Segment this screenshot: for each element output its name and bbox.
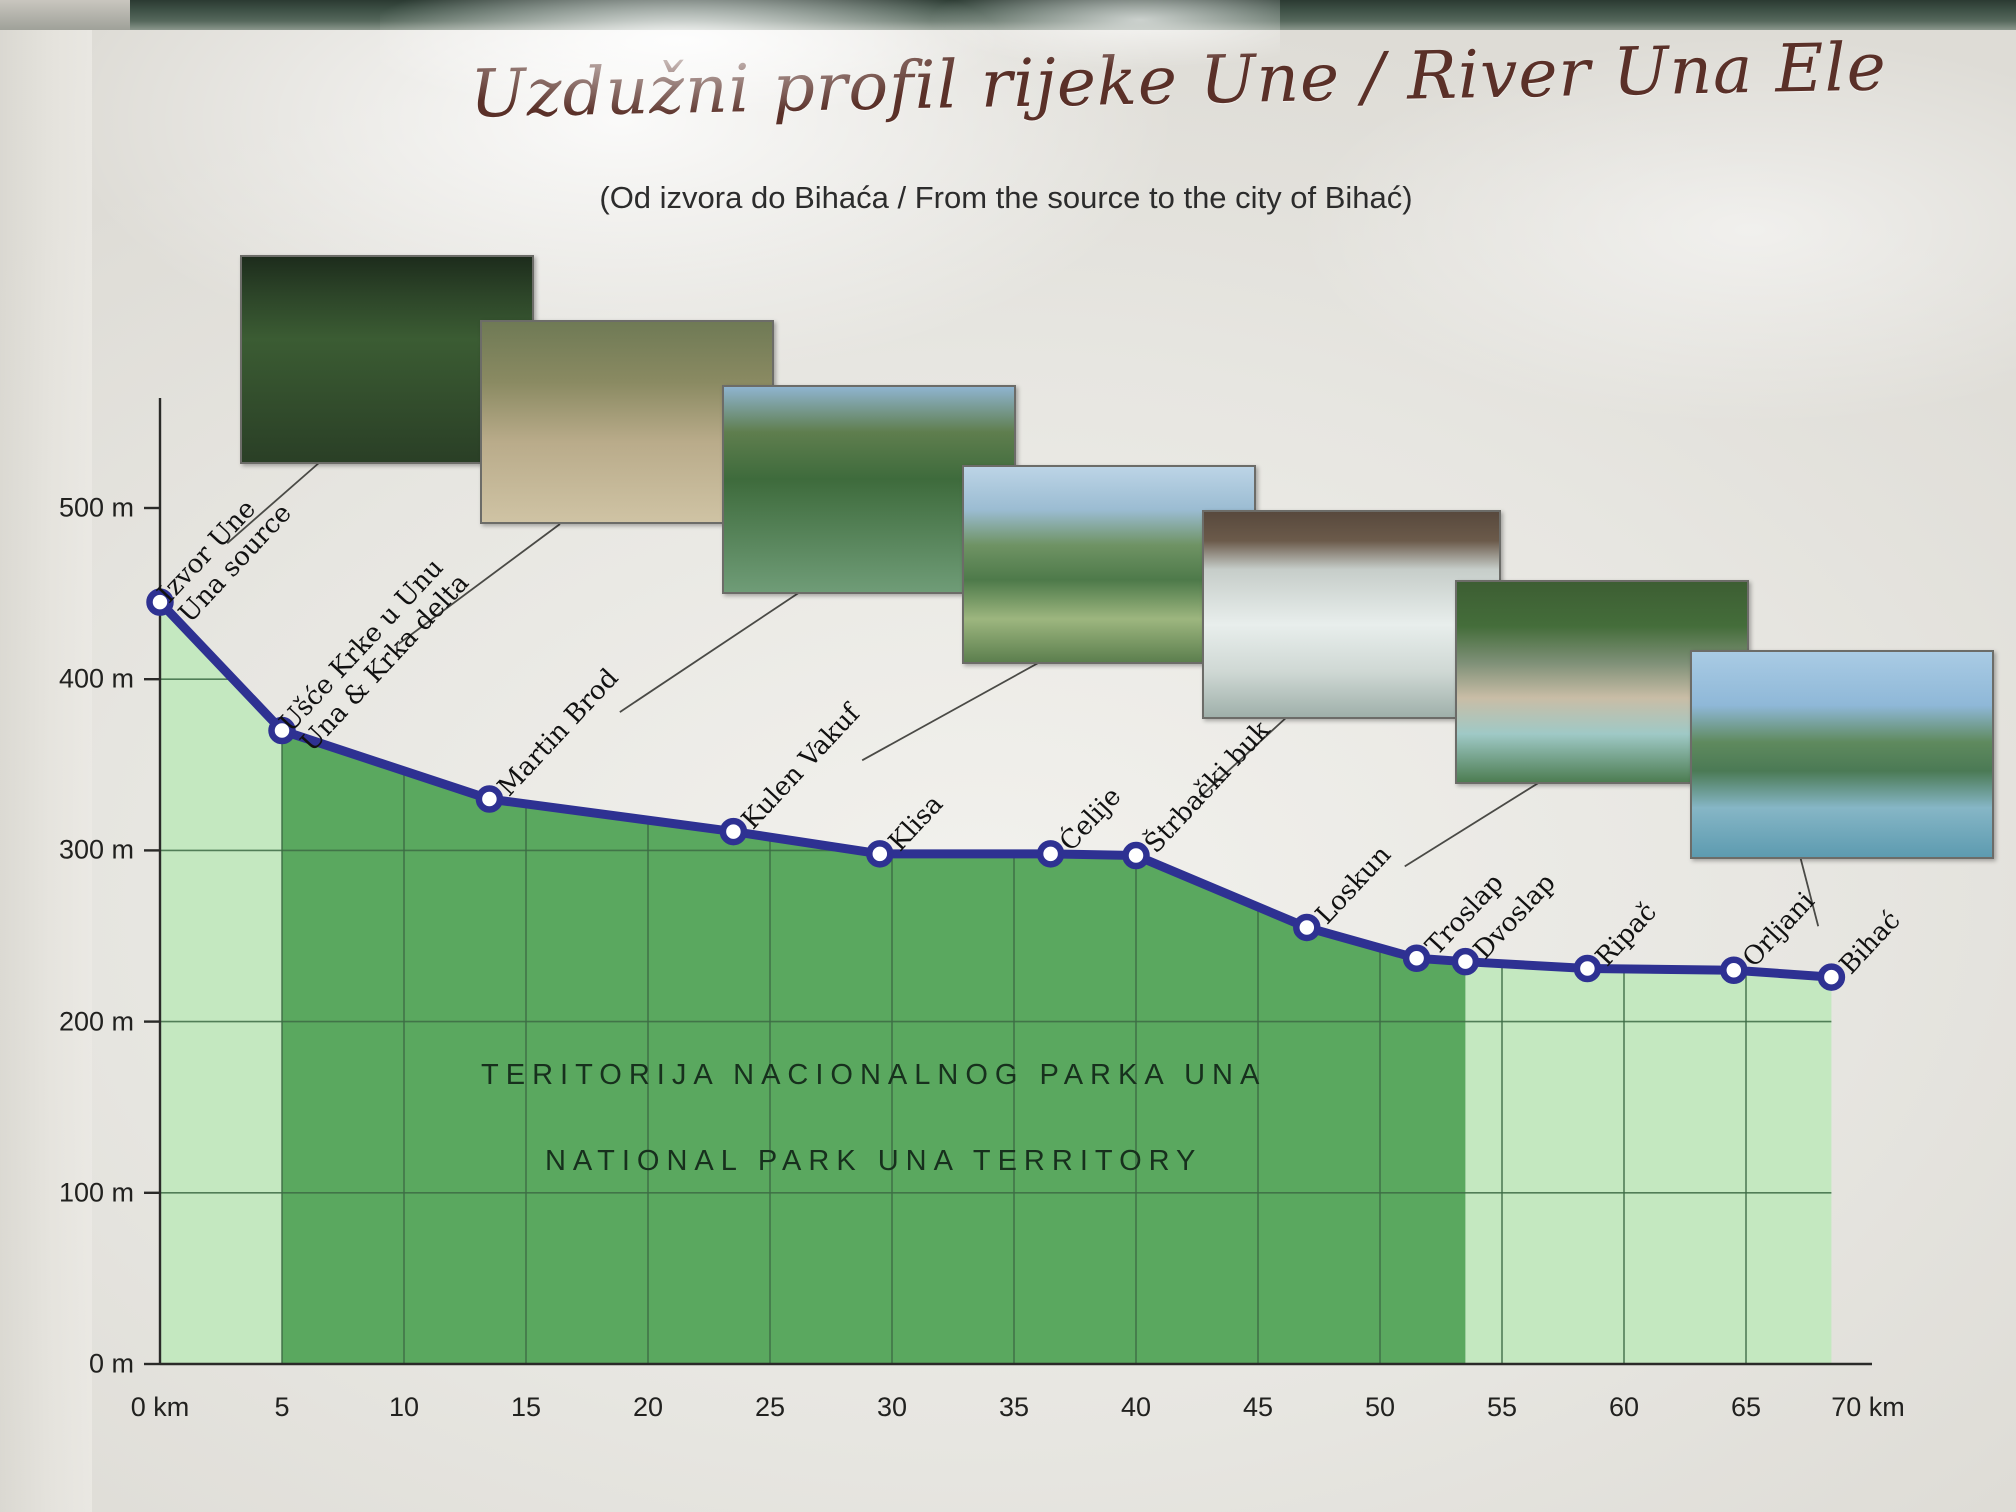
- y-axis-tick: 500 m: [58, 492, 134, 523]
- photo-image: [1692, 652, 1992, 857]
- x-axis-tick: 20: [632, 1392, 664, 1422]
- x-axis-tick: 10: [388, 1392, 420, 1422]
- y-axis-tick: 100 m: [58, 1177, 134, 1208]
- park-territory-label-en: NATIONAL PARK UNA TERRITORY: [544, 1144, 1203, 1177]
- x-axis-tick: 55: [1486, 1392, 1518, 1422]
- x-axis-tick: 15: [510, 1392, 542, 1422]
- photo-image: [1204, 512, 1499, 717]
- x-axis-tick: 70 km: [1831, 1392, 1905, 1422]
- photo-biha: [1690, 650, 1994, 859]
- x-axis-tick: 50: [1364, 1392, 1396, 1422]
- x-axis-tick: 60: [1608, 1392, 1640, 1422]
- y-axis-tick: 0 m: [88, 1348, 134, 1379]
- x-axis-tick: 25: [754, 1392, 786, 1422]
- x-axis-tick: 65: [1730, 1392, 1762, 1422]
- x-axis-tick: 35: [998, 1392, 1030, 1422]
- park-territory-label-bs: TERITORIJA NACIONALNOG PARKA UNA: [481, 1059, 1267, 1092]
- y-axis-tick: 400 m: [58, 663, 134, 694]
- photo-trba-ki-buk: [1202, 510, 1501, 719]
- sign-left-edge: [0, 0, 92, 1512]
- x-axis-tick: 0 km: [130, 1392, 190, 1422]
- y-axis-tick: 200 m: [58, 1006, 134, 1037]
- x-axis-tick: 40: [1120, 1392, 1152, 1422]
- x-axis-tick: 5: [274, 1392, 290, 1422]
- x-axis-tick: 45: [1242, 1392, 1274, 1422]
- x-axis-tick: 30: [876, 1392, 908, 1422]
- y-axis-tick: 300 m: [58, 834, 134, 865]
